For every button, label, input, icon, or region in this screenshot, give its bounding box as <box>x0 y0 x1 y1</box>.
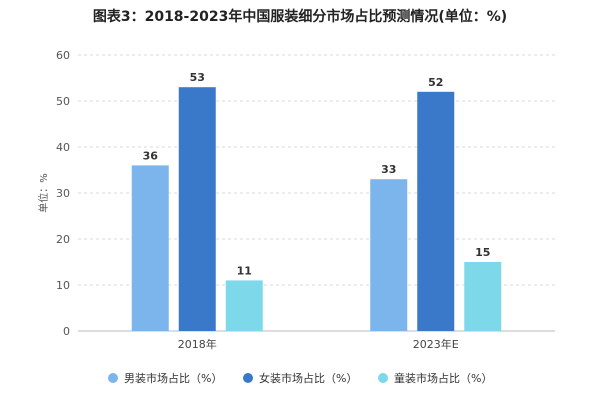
x-tick-label: 2018年 <box>178 337 217 351</box>
bar <box>370 179 408 331</box>
y-tick-label: 60 <box>56 49 70 62</box>
data-label: 36 <box>143 149 159 162</box>
y-tick-label: 20 <box>56 233 70 246</box>
legend-swatch-women <box>243 373 253 383</box>
bar <box>131 165 169 331</box>
legend-label-men: 男装市场占比（%） <box>124 372 223 385</box>
data-label: 53 <box>190 71 205 84</box>
legend: 男装市场占比（%） 女装市场占比（%） 童装市场占比（%） <box>0 370 600 394</box>
legend-swatch-kids <box>378 373 388 383</box>
chart-title: 图表3：2018-2023年中国服装细分市场占比预测情况(单位：%) <box>92 9 508 25</box>
bar <box>464 262 502 331</box>
bar <box>225 280 263 331</box>
data-label: 15 <box>475 246 490 259</box>
legend-label-kids: 童装市场占比（%） <box>394 372 493 385</box>
legend-label-women: 女装市场占比（%） <box>259 372 358 385</box>
y-tick-label: 30 <box>56 187 70 200</box>
y-tick-label: 50 <box>56 95 70 108</box>
bar <box>417 91 455 331</box>
x-tick-label: 2023年E <box>413 337 459 351</box>
y-tick-label: 10 <box>56 279 70 292</box>
y-tick-label: 0 <box>63 325 70 338</box>
y-tick-label: 40 <box>56 141 70 154</box>
data-label: 52 <box>428 76 443 89</box>
legend-item-men: 男装市场占比（%） <box>108 370 222 386</box>
bar <box>178 87 216 331</box>
y-axis-label: 单位：% <box>37 173 50 213</box>
data-label: 11 <box>237 264 252 277</box>
legend-item-women: 女装市场占比（%） <box>243 370 357 386</box>
data-label: 33 <box>381 163 396 176</box>
legend-swatch-men <box>108 373 118 383</box>
legend-item-kids: 童装市场占比（%） <box>378 370 492 386</box>
